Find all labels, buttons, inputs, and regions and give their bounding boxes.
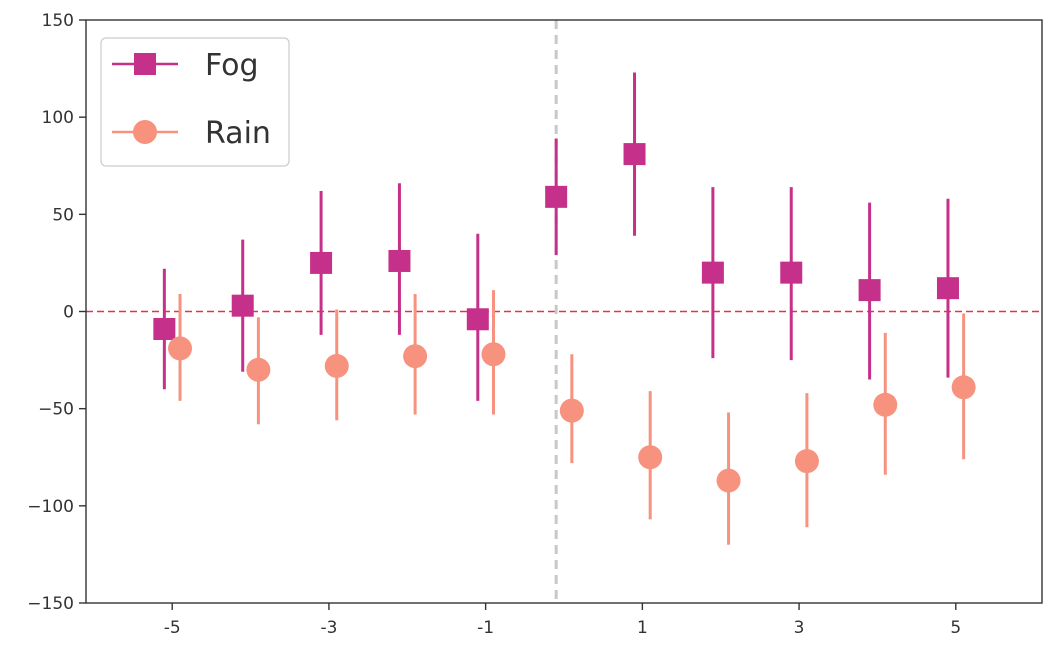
rain-point <box>168 336 193 361</box>
fog-point <box>936 277 959 300</box>
y-tick-label: 150 <box>42 11 74 31</box>
legend-rain-circle-marker <box>133 120 157 144</box>
rain-point <box>559 398 584 423</box>
data-markers <box>153 143 976 493</box>
rain-point <box>638 445 663 470</box>
fog-point <box>545 185 568 208</box>
fog-point <box>780 261 803 284</box>
y-tick-label: −150 <box>27 594 74 614</box>
rain-point <box>246 357 271 382</box>
legend-entry-rain: Rain <box>112 116 271 151</box>
fog-point <box>623 143 646 166</box>
rain-point <box>873 392 898 417</box>
rain-point <box>481 342 506 367</box>
y-axis-ticks: −150 −100 −50 0 50 100 150 <box>27 11 86 614</box>
rain-point <box>794 449 819 474</box>
fog-point <box>231 294 254 317</box>
y-tick-label: −50 <box>38 400 74 420</box>
fog-point <box>466 308 489 331</box>
legend-rain-label: Rain <box>205 116 271 151</box>
fog-point <box>388 249 411 272</box>
x-axis-ticks: -5 -3 -1 1 3 5 <box>164 603 961 638</box>
x-tick-label: -1 <box>477 618 494 638</box>
y-tick-label: 100 <box>42 108 74 128</box>
legend-entry-fog: Fog <box>112 48 259 83</box>
legend-fog-square-marker <box>134 53 156 75</box>
y-tick-label: −100 <box>27 497 74 517</box>
legend: Fog Rain <box>100 37 290 167</box>
fog-point <box>701 261 724 284</box>
x-tick-label: -5 <box>164 618 181 638</box>
rain-point <box>403 344 428 369</box>
y-tick-label: 50 <box>52 205 74 225</box>
x-tick-label: 5 <box>950 618 961 638</box>
legend-fog-label: Fog <box>205 48 259 83</box>
x-tick-label: -3 <box>320 618 337 638</box>
rain-point <box>324 353 349 378</box>
fog-point <box>310 251 333 274</box>
rain-point <box>716 468 741 493</box>
x-tick-label: 1 <box>637 618 648 638</box>
y-tick-label: 0 <box>63 303 74 323</box>
fog-point <box>153 317 176 340</box>
rain-point <box>951 375 976 400</box>
x-tick-label: 3 <box>794 618 805 638</box>
fog-point <box>858 279 881 302</box>
